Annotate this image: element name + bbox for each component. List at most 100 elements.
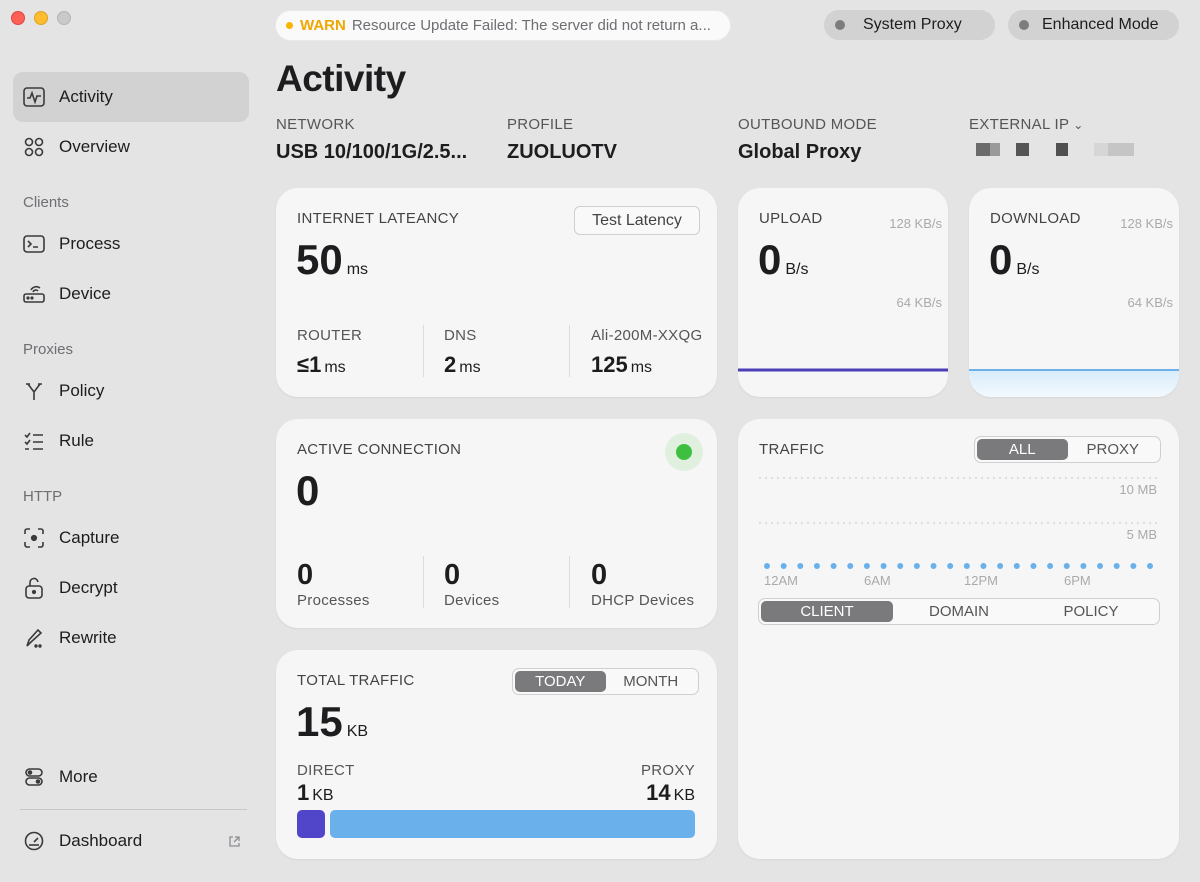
traffic-card: TRAFFIC ALL PROXY 10 MB 5 MB 12AM 6AM 12… [738, 419, 1179, 859]
tab-proxy[interactable]: PROXY [1086, 441, 1139, 458]
tab-policy[interactable]: POLICY [1063, 603, 1119, 620]
outbound-mode-info[interactable]: OUTBOUND MODE Global Proxy [738, 116, 877, 164]
latency-card: INTERNET LATEANCY Test Latency 50 ms ROUT… [276, 188, 717, 397]
divider [569, 325, 570, 377]
traffic-timeline-dot [980, 563, 987, 569]
warning-message: Resource Update Failed: The server did n… [351, 17, 711, 34]
total-traffic-title: TOTAL TRAFFIC [297, 672, 415, 689]
upload-value: 0 B/s [758, 236, 809, 283]
traffic-timeline-dot [764, 563, 770, 569]
sidebar-item-rewrite[interactable]: Rewrite [13, 613, 249, 663]
system-proxy-toggle[interactable]: System Proxy [824, 10, 995, 40]
checklist-icon [22, 429, 46, 453]
download-title: DOWNLOAD [990, 210, 1081, 227]
traffic-timeline-dot [1063, 563, 1070, 569]
warning-dot-icon [286, 22, 293, 29]
traffic-timeline-dot [847, 563, 854, 569]
close-window-button[interactable] [11, 11, 25, 25]
test-latency-button[interactable]: Test Latency [574, 206, 700, 235]
profile-value: ZUOLUOTV [507, 141, 617, 163]
traffic-filter-tabs: ALL PROXY [974, 436, 1161, 463]
enhanced-mode-label: Enhanced Mode [1042, 16, 1159, 33]
processes-count: 0 [297, 559, 314, 591]
dhcp-devices-count: 0 [591, 559, 608, 591]
devices-count: 0 [444, 559, 461, 591]
devices-label: Devices [444, 592, 500, 609]
divider [423, 556, 424, 608]
system-proxy-label: System Proxy [863, 16, 962, 33]
active-connection-value: 0 [296, 467, 320, 514]
proxy-bar [330, 810, 695, 838]
traffic-timeline-dot [930, 563, 937, 569]
download-scale-mid: 64 KB/s [1127, 295, 1173, 310]
download-scale-top: 128 KB/s [1120, 216, 1173, 231]
tab-month[interactable]: MONTH [623, 673, 679, 690]
external-ip-info[interactable]: EXTERNAL IP ⌄ [969, 116, 1084, 133]
tab-client[interactable]: CLIENT [761, 601, 893, 622]
traffic-x-label-12pm: 12PM [964, 573, 998, 588]
traffic-timeline-dot [797, 563, 804, 569]
router-icon [22, 282, 46, 306]
traffic-title: TRAFFIC [759, 441, 825, 458]
zoom-window-button[interactable] [57, 11, 71, 25]
connection-status-indicator [665, 433, 703, 471]
sidebar-item-decrypt[interactable]: Decrypt [13, 563, 249, 613]
sidebar-item-label: Policy [59, 381, 105, 400]
download-sparkline [969, 369, 1179, 397]
traffic-timeline-dot [913, 563, 920, 569]
warning-banner[interactable]: WARN Resource Update Failed: The server … [276, 11, 730, 40]
network-info: NETWORK USB 10/100/1G/2.5... [276, 116, 467, 164]
tab-today[interactable]: TODAY [515, 671, 606, 692]
sidebar-item-dashboard[interactable]: Dashboard [13, 816, 249, 866]
network-label: NETWORK [276, 116, 355, 133]
sidebar-item-activity[interactable]: Activity [13, 72, 249, 122]
sidebar-item-process[interactable]: Process [13, 219, 249, 269]
traffic-y-label-10mb: 10 MB [1119, 482, 1157, 497]
traffic-timeline-dot [1047, 563, 1054, 569]
traffic-timeline-dot [1013, 563, 1020, 569]
sidebar-divider [20, 809, 247, 810]
enhanced-mode-toggle[interactable]: Enhanced Mode [1008, 10, 1179, 40]
minimize-window-button[interactable] [34, 11, 48, 25]
sidebar-item-label: Device [59, 284, 111, 303]
traffic-gridlines [759, 477, 1159, 524]
tab-domain[interactable]: DOMAIN [929, 603, 989, 620]
sidebar-item-overview[interactable]: Overview [13, 122, 249, 172]
sidebar-item-policy[interactable]: Policy [13, 366, 249, 416]
sidebar-item-label: Rewrite [59, 628, 117, 647]
tab-all[interactable]: ALL [977, 439, 1068, 460]
outbound-mode-label: OUTBOUND MODE [738, 116, 877, 133]
grid-icon [22, 135, 46, 159]
sidebar-item-rule[interactable]: Rule [13, 416, 249, 466]
traffic-timeline-dot [880, 563, 887, 569]
traffic-timeline-dot [780, 563, 787, 569]
activity-icon [22, 85, 46, 109]
sidebar-item-label: Capture [59, 528, 120, 547]
download-card: DOWNLOAD 128 KB/s 64 KB/s 0 B/s [969, 188, 1179, 397]
traffic-split-bar [297, 810, 695, 838]
sidebar-item-device[interactable]: Device [13, 269, 249, 319]
divider [569, 556, 570, 608]
traffic-x-label-6pm: 6PM [1064, 573, 1091, 588]
section-proxies-title: Proxies [23, 341, 74, 358]
status-dot-icon [676, 444, 692, 460]
upload-title: UPLOAD [759, 210, 823, 227]
traffic-timeline-dot [947, 563, 954, 569]
chevron-down-icon: ⌄ [1073, 118, 1084, 132]
capture-icon [22, 526, 46, 550]
sidebar-item-capture[interactable]: Capture [13, 513, 249, 563]
pen-icon [22, 626, 46, 650]
processes-label: Processes [297, 592, 370, 609]
sidebar-item-label: More [59, 767, 98, 786]
traffic-timeline-dot [813, 563, 820, 569]
warning-level: WARN [300, 17, 346, 34]
traffic-timeline-dot [1113, 563, 1120, 569]
sidebar-item-label: Dashboard [59, 831, 143, 850]
download-value: 0 B/s [989, 236, 1040, 283]
sidebar-item-more[interactable]: More [13, 752, 249, 802]
upload-card: UPLOAD 128 KB/s 64 KB/s 0 B/s [738, 188, 948, 397]
network-value: USB 10/100/1G/2.5... [276, 141, 468, 163]
profile-info: PROFILE ZUOLUOTV [507, 116, 617, 164]
outbound-mode-value: Global Proxy [738, 141, 862, 163]
